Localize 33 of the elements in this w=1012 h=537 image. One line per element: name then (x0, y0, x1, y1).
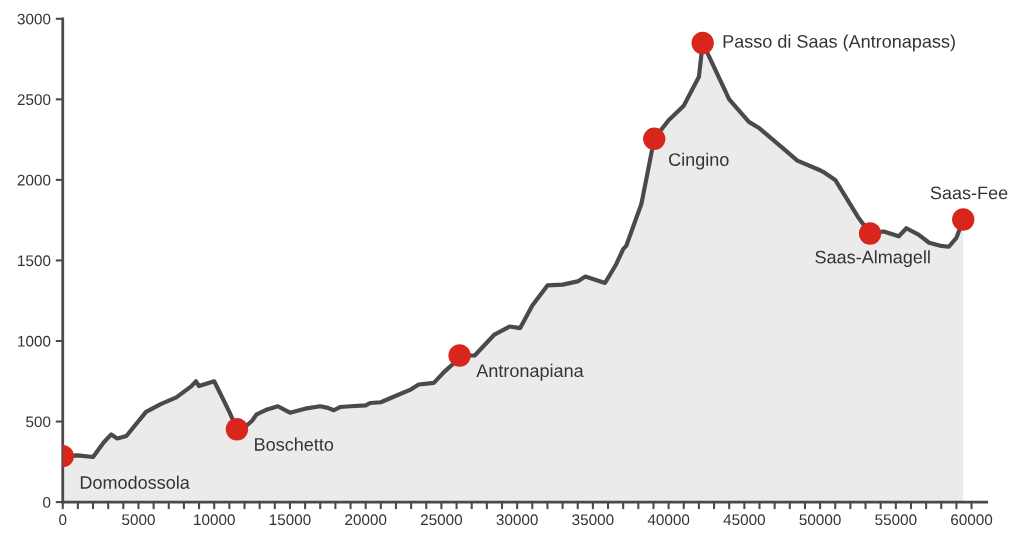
annotation: Passo di Saas (Antronapass) (723, 34, 955, 52)
x-tick-label: 60000 (951, 514, 993, 526)
point (225, 418, 249, 441)
annotation: Saas-Almagell (815, 250, 930, 268)
point (691, 31, 714, 55)
x-tick-label: 25000 (420, 514, 463, 526)
y-tick-label: 2000 (17, 174, 51, 186)
point (858, 222, 882, 245)
annotation: Boschetto (255, 437, 334, 451)
x-tick-label: 5000 (122, 514, 155, 526)
x-tick-label: 50000 (799, 514, 841, 526)
y-tick-label: 1000 (18, 335, 51, 347)
x-tick-label: 0 (59, 514, 67, 526)
y-tick-label: 3000 (17, 13, 51, 25)
annotation: Saas-Fee (930, 186, 1008, 200)
x-tick-label: 10000 (194, 514, 235, 526)
annotation: Antronapiana (476, 363, 584, 381)
x-tick-label: 30000 (496, 514, 538, 526)
point (952, 208, 975, 231)
y-tick-label: 2500 (17, 94, 51, 106)
annotation: Cingino (669, 152, 729, 170)
x-tick-label: 40000 (647, 514, 690, 526)
y-tick-label: 0 (43, 496, 51, 508)
x-tick-label: 15000 (269, 514, 311, 526)
x-tick-label: 55000 (875, 514, 917, 526)
x-tick-label: 35000 (572, 514, 614, 526)
y-tick-label: 1500 (18, 255, 51, 267)
point (643, 127, 666, 151)
x-tick-label: 20000 (345, 514, 387, 526)
annotation: Domodossola (80, 475, 190, 489)
x-tick-label: 45000 (723, 514, 765, 526)
point (448, 344, 471, 367)
y-tick-label: 500 (26, 416, 51, 428)
